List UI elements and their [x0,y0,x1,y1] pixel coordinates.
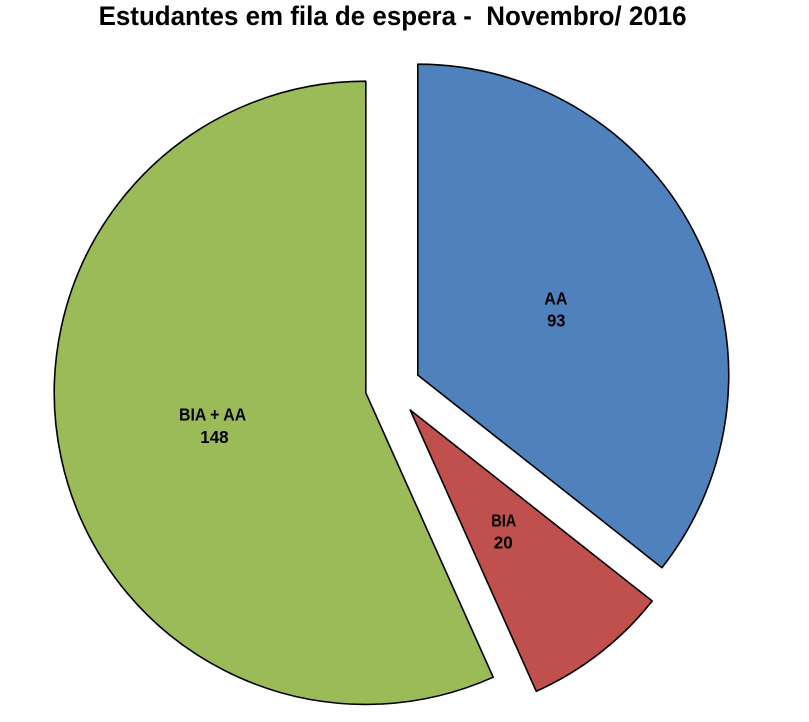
svg-text:148: 148 [200,427,229,447]
svg-text:Estudantes em fila de espera -: Estudantes em fila de espera - Novembro/… [99,1,687,31]
svg-text:20: 20 [494,533,513,553]
svg-text:BIA + AA: BIA + AA [179,405,247,425]
svg-text:AA: AA [544,288,568,308]
svg-text:93: 93 [547,311,566,331]
svg-text:BIA: BIA [491,510,516,530]
